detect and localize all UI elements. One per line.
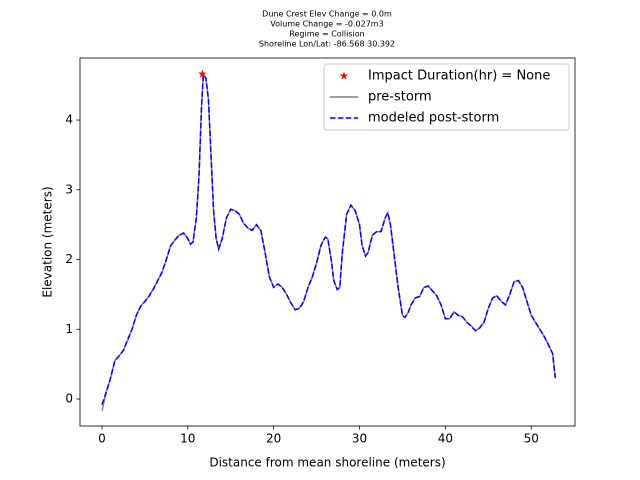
chart-title: Dune Crest Elev Change = 0.0m <box>262 10 392 19</box>
y-tick-label: 4 <box>65 113 73 127</box>
legend: Impact Duration(hr) = None pre-storm model… <box>323 63 570 131</box>
x-axis-label: Distance from mean shoreline (meters) <box>209 456 445 470</box>
chart-title: Shoreline Lon/Lat: -86.568 30.392 <box>259 40 395 49</box>
y-tick-label: 0 <box>65 392 73 406</box>
x-tick-label: 30 <box>352 432 367 446</box>
legend-label: modeled post-storm <box>368 111 499 126</box>
y-axis-label: Elevation (meters) <box>41 186 55 297</box>
y-tick-label: 2 <box>65 252 73 266</box>
legend-marker <box>339 71 349 80</box>
x-tick-label: 40 <box>438 432 453 446</box>
plot-area <box>79 57 576 427</box>
x-tick-label: 10 <box>180 432 195 446</box>
profile-line <box>101 72 556 405</box>
chart-title: Regime = Collision <box>289 30 364 39</box>
y-tick-label: 3 <box>65 182 73 196</box>
x-tick-label: 0 <box>98 432 106 446</box>
x-tick-label: 20 <box>266 432 281 446</box>
x-tick-label: 50 <box>524 432 539 446</box>
legend-label: pre-storm <box>368 90 432 105</box>
legend-box <box>323 63 570 131</box>
y-tick-label: 1 <box>65 322 73 336</box>
legend-label: Impact Duration(hr) = None <box>368 69 550 84</box>
impact-marker <box>198 69 207 78</box>
chart-title: Volume Change = -0.027m3 <box>270 20 383 29</box>
